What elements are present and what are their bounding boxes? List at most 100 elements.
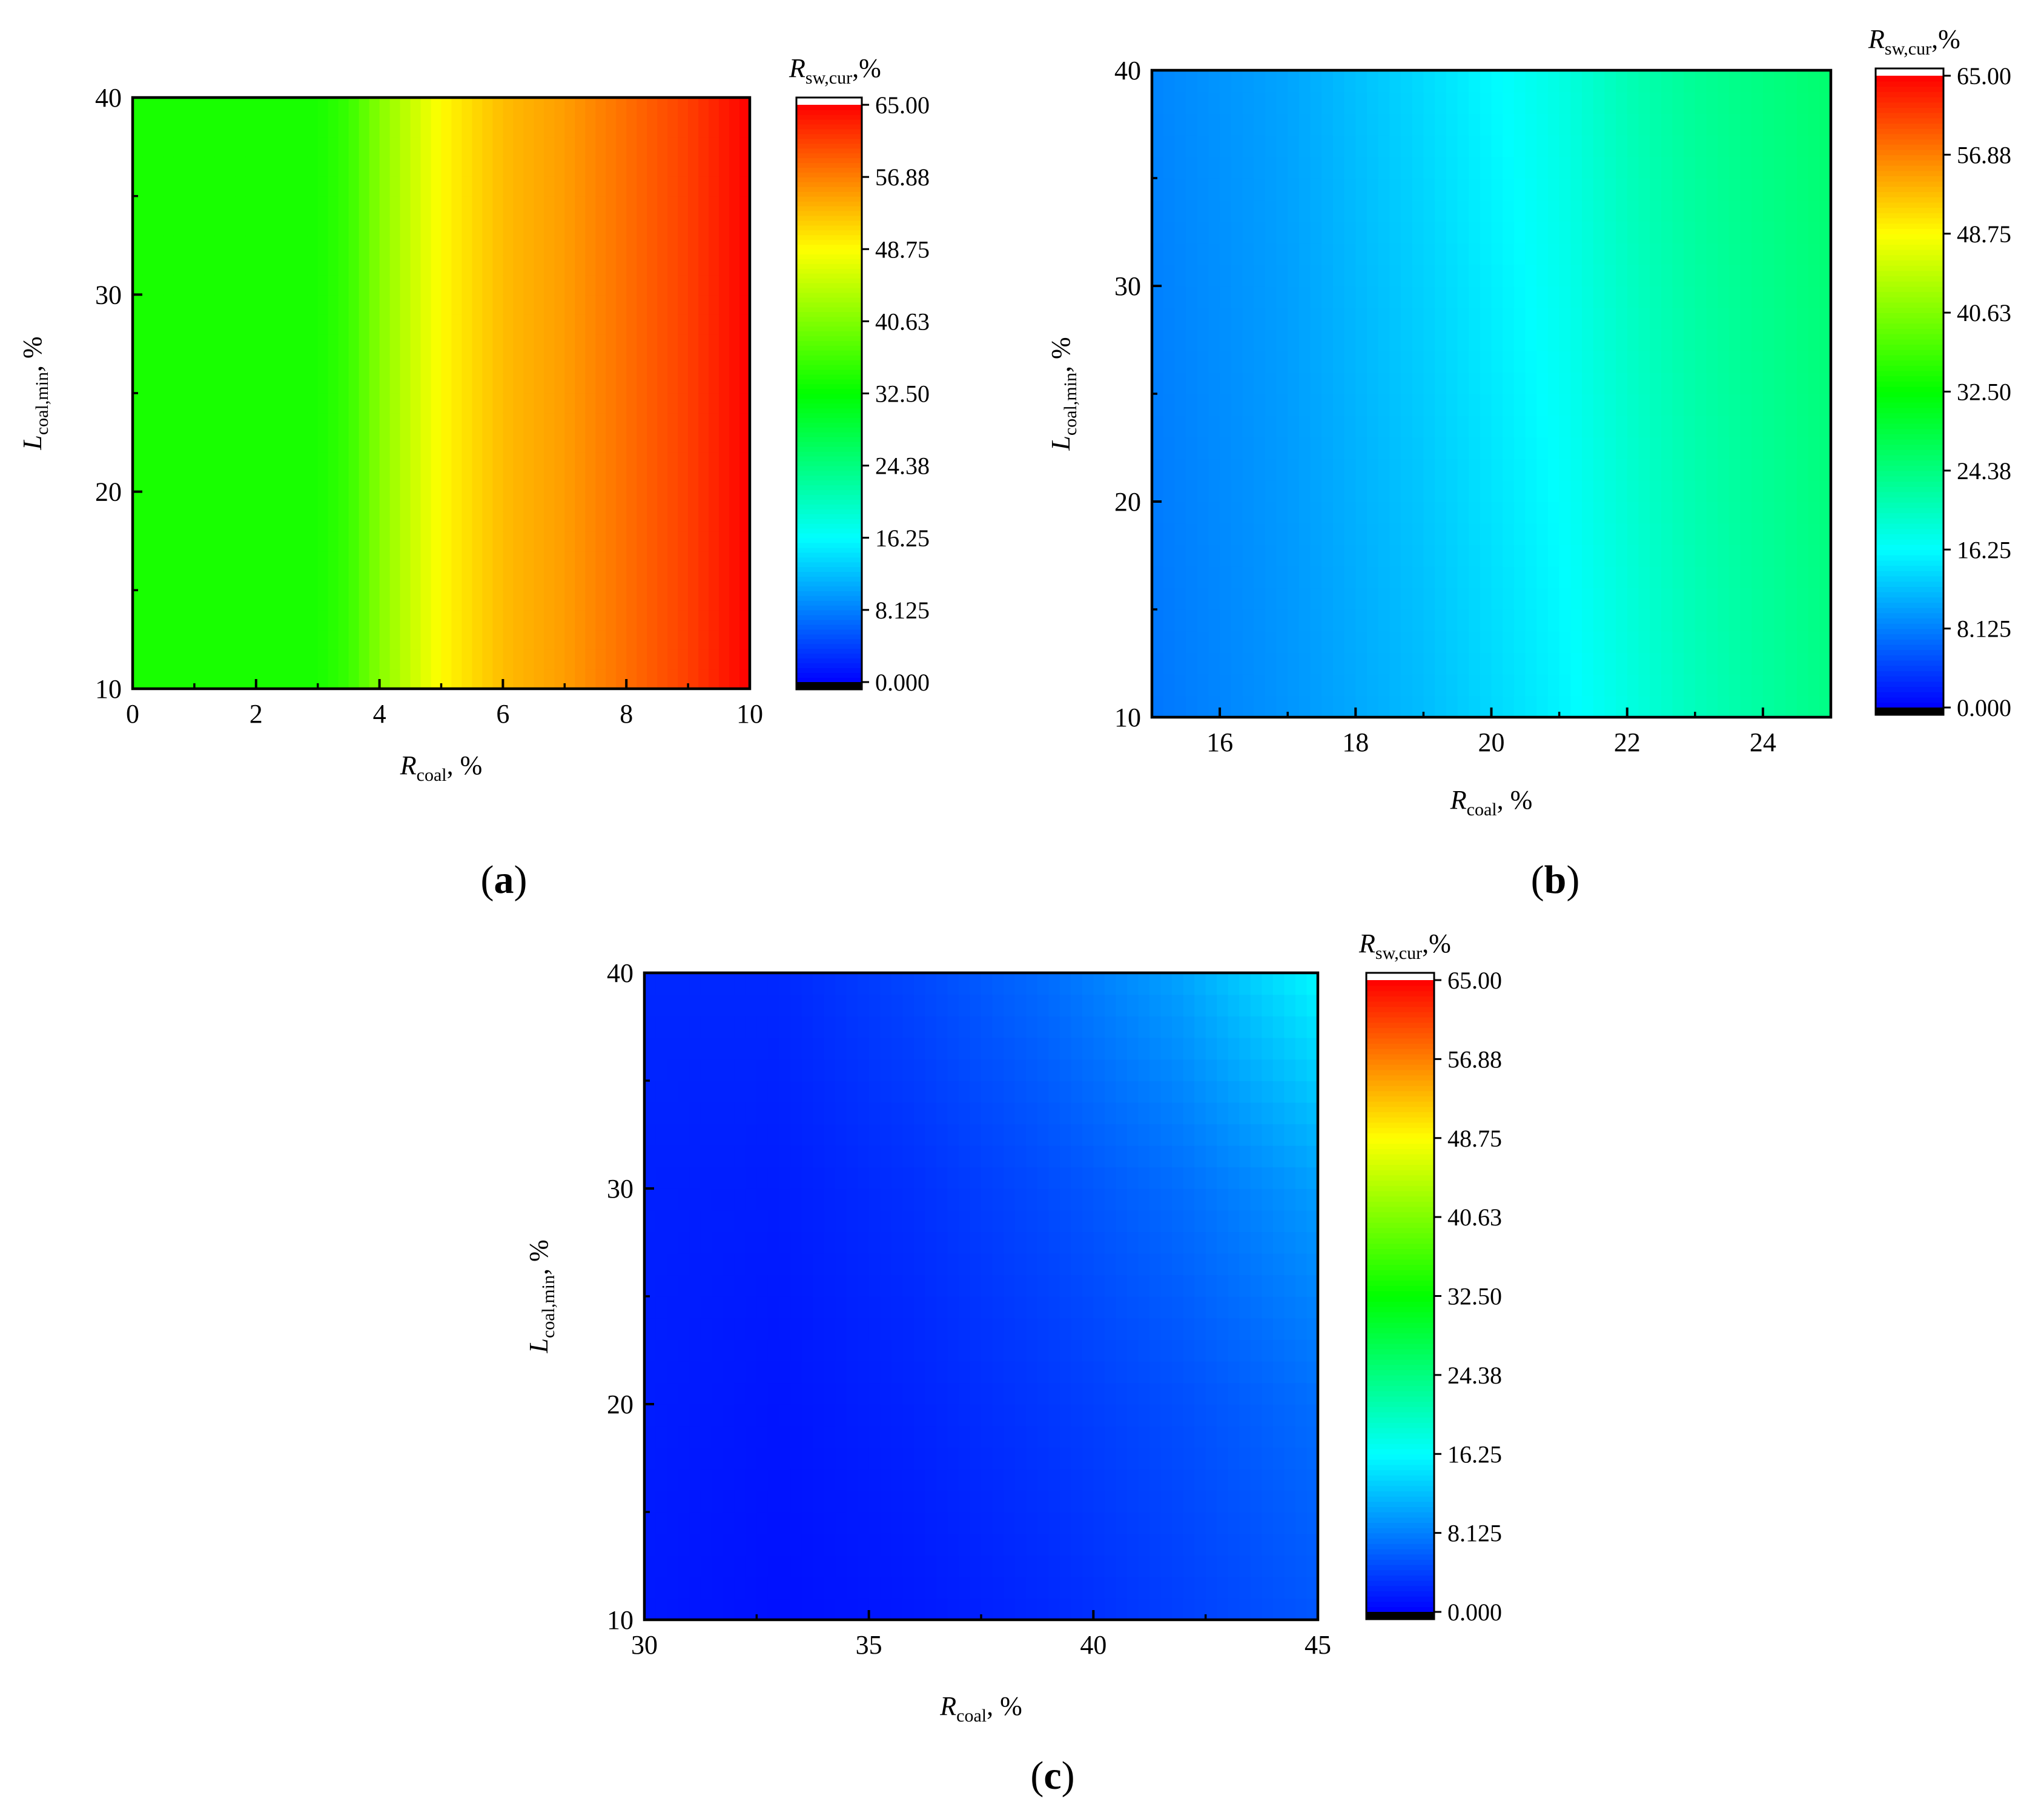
heatmap-cell: [184, 570, 195, 591]
heatmap-cell: [173, 274, 185, 296]
colorbar-segment: [1876, 307, 1943, 313]
colorbar-segment: [796, 648, 862, 654]
heatmap-cell: [1616, 286, 1628, 308]
heatmap-cell: [970, 1576, 982, 1599]
heatmap-cell: [1604, 545, 1616, 567]
heatmap-cell: [1366, 286, 1379, 308]
heatmap-cell: [513, 216, 524, 236]
heatmap-cell: [739, 472, 750, 492]
heatmap-cell: [858, 1231, 870, 1254]
heatmap-cell: [606, 156, 617, 177]
heatmap-cell: [813, 1210, 825, 1232]
heatmap-cell: [1265, 70, 1277, 93]
heatmap-cell: [1570, 329, 1583, 351]
heatmap-cell: [824, 1576, 836, 1599]
heatmap-cell: [1762, 674, 1775, 697]
heatmap-cell: [1581, 372, 1594, 394]
heatmap-cell: [1819, 178, 1831, 201]
heatmap-cell: [235, 452, 246, 472]
heatmap-cell: [1288, 70, 1300, 93]
heatmap-cell: [472, 314, 483, 335]
heatmap-cell: [913, 994, 926, 1016]
heatmap-cell: [712, 1533, 724, 1556]
heatmap-cell: [513, 314, 524, 335]
heatmap-cell: [317, 669, 329, 689]
heatmap-cell: [1808, 631, 1821, 653]
heatmap-cell: [667, 1167, 679, 1189]
heatmap-cell: [745, 1361, 758, 1384]
heatmap-cell: [880, 1339, 892, 1362]
heatmap-cell: [554, 629, 566, 650]
heatmap-cell: [1525, 609, 1538, 632]
heatmap-cell: [153, 472, 164, 492]
heatmap-cell: [1026, 1533, 1038, 1556]
heatmap-cell: [1446, 695, 1458, 717]
heatmap-cell: [719, 373, 730, 394]
heatmap-cell: [1378, 631, 1391, 653]
heatmap-cell: [554, 413, 566, 433]
heatmap-cell: [214, 609, 226, 631]
heatmap-cell: [1014, 1145, 1027, 1168]
heatmap-cell: [1627, 178, 1639, 201]
heatmap-cell: [410, 137, 422, 157]
heatmap-cell: [245, 235, 257, 256]
heatmap-cell: [698, 314, 709, 335]
heatmap-cell: [779, 1339, 791, 1362]
heatmap-cell: [698, 669, 709, 689]
heatmap-cell: [880, 994, 892, 1016]
heatmap-cell: [868, 1124, 881, 1146]
heatmap-cell: [1298, 91, 1311, 114]
heatmap-cell: [1661, 502, 1673, 524]
heatmap-cell: [1401, 480, 1413, 502]
heatmap-cell: [1163, 70, 1176, 93]
heatmap-cell: [1785, 199, 1798, 222]
heatmap-cell: [1298, 199, 1311, 222]
heatmap-cell: [1469, 156, 1481, 179]
heatmap-cell: [801, 1037, 813, 1060]
heatmap-cell: [585, 373, 597, 394]
heatmap-cell: [902, 1210, 915, 1232]
heatmap-cell: [1412, 415, 1424, 437]
heatmap-cell: [1796, 545, 1809, 567]
heatmap-cell: [1276, 178, 1288, 201]
heatmap-cell: [1728, 242, 1741, 265]
heatmap-cell: [297, 393, 308, 414]
heatmap-cell: [1638, 523, 1650, 545]
heatmap-cell: [400, 235, 411, 256]
heatmap-cell: [1751, 70, 1764, 93]
heatmap-cell: [1513, 372, 1526, 394]
heatmap-cell: [441, 353, 452, 374]
heatmap-cell: [1026, 1231, 1038, 1254]
heatmap-cell: [1661, 588, 1673, 610]
heatmap-cell: [564, 609, 576, 631]
heatmap-cell: [1718, 113, 1730, 136]
heatmap-cell: [891, 1059, 904, 1081]
heatmap-cell: [824, 1468, 836, 1491]
heatmap-cell: [194, 590, 205, 611]
heatmap-cell: [595, 334, 607, 354]
heatmap-cell: [564, 669, 576, 689]
heatmap-cell: [503, 255, 514, 276]
heatmap-cell: [420, 137, 432, 157]
heatmap-cell: [970, 1382, 982, 1405]
heatmap-cell: [1026, 1598, 1038, 1620]
colorbar-segment: [1876, 381, 1943, 387]
colorbar-over: [796, 98, 862, 105]
heatmap-cell: [698, 373, 709, 394]
heatmap-cell: [534, 353, 545, 374]
heatmap-cell: [235, 649, 246, 670]
heatmap-cell: [655, 1274, 667, 1297]
heatmap-cell: [1298, 480, 1311, 502]
heatmap-cell: [729, 393, 740, 414]
heatmap-cell: [891, 994, 904, 1016]
heatmap-cell: [451, 472, 463, 492]
colorbar-segment: [1876, 417, 1943, 424]
heatmap-cell: [1026, 1274, 1038, 1297]
heatmap-cell: [1321, 242, 1334, 265]
heatmap-cell: [1026, 1339, 1038, 1362]
heatmap-cell: [379, 196, 391, 216]
heatmap-cell: [1581, 631, 1594, 653]
heatmap-cell: [790, 973, 802, 995]
heatmap-cell: [1231, 437, 1243, 459]
heatmap-cell: [1435, 545, 1447, 567]
